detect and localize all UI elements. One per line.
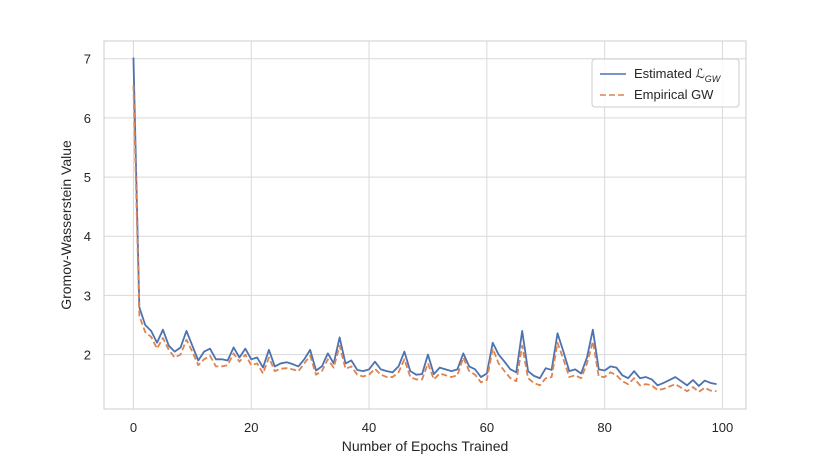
x-gridlines: [132, 41, 723, 409]
y-tick-label: 2: [84, 348, 91, 363]
legend: Estimated ℒGW Empirical GW: [591, 58, 740, 108]
legend-box: [591, 58, 740, 108]
y-tick-label: 7: [84, 52, 91, 67]
plot-frame: [103, 40, 747, 410]
x-tick-label: 20: [244, 420, 258, 435]
x-tick-label: 40: [362, 420, 376, 435]
x-tick-label: 80: [597, 420, 611, 435]
x-axis-label: Number of Epochs Trained: [342, 438, 509, 454]
x-tick-label: 60: [480, 420, 494, 435]
series-line-empirical: [132, 85, 717, 393]
legend-label-empirical: Empirical GW: [634, 87, 714, 102]
series-line-estimated: [132, 57, 717, 387]
y-axis-label: Gromov-Wasserstein Value: [58, 140, 74, 310]
y-tick-label: 4: [84, 229, 91, 244]
legend-label-estimated: Estimated ℒGW: [634, 66, 722, 84]
y-tick-label: 5: [84, 170, 91, 185]
y-tick-labels: 2 3 4 5 6 7: [84, 52, 91, 363]
x-tick-labels: 0 20 40 60 80 100: [130, 420, 733, 435]
x-tick-label: 0: [130, 420, 137, 435]
series-layer: [132, 57, 717, 393]
y-tick-label: 6: [84, 111, 91, 126]
x-tick-label: 100: [712, 420, 734, 435]
y-tick-label: 3: [84, 288, 91, 303]
